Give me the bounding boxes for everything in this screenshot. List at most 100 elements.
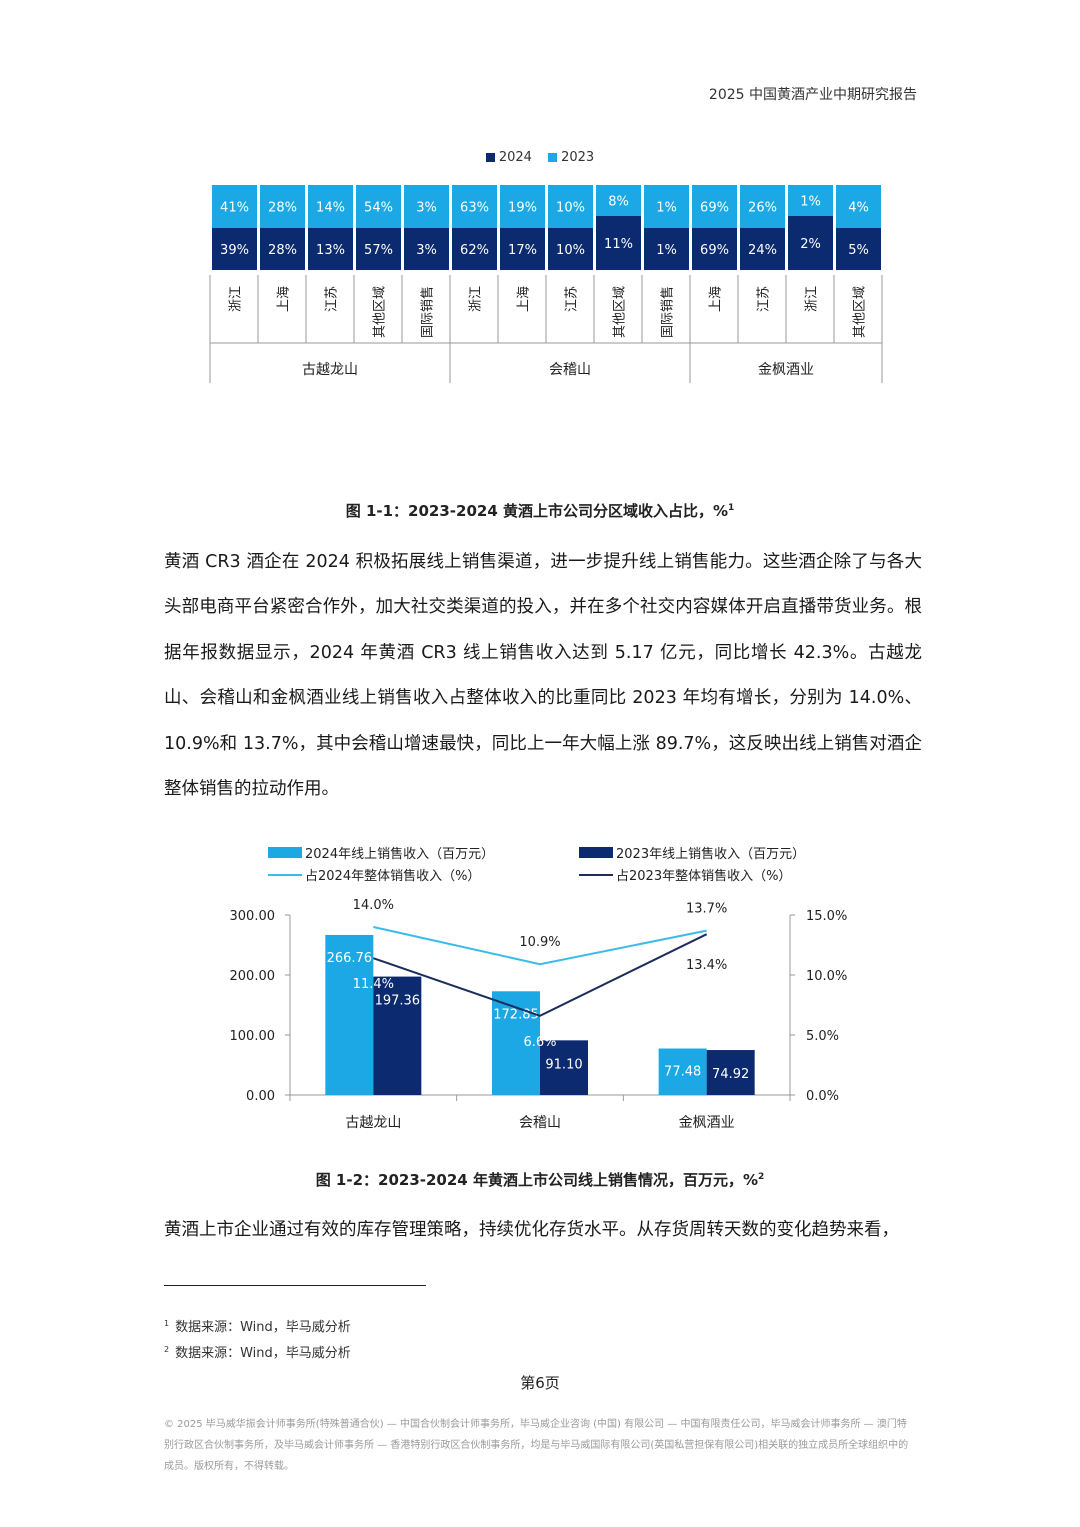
bar-2023-value-label: 91.10	[545, 1057, 582, 1072]
share-2023-label: 26%	[748, 201, 777, 216]
share-2023-label: 28%	[268, 201, 297, 216]
page-number: 第6页	[520, 1374, 560, 1392]
company-group-label: 会稽山	[549, 362, 591, 378]
bar-2024	[658, 1048, 707, 1095]
x-category-label: 会稽山	[519, 1115, 561, 1131]
legend-item-2024: 2024	[485, 150, 532, 165]
share-2024-label: 2%	[800, 237, 821, 252]
share-2024-label: 13%	[316, 243, 345, 258]
share-2023-cell	[308, 185, 353, 228]
legend-label: 占2024年整体销售收入（%）	[305, 868, 480, 884]
share-2023-cell	[788, 185, 833, 216]
footnote-1: 1 数据来源：Wind，毕马威分析	[164, 1316, 351, 1335]
report-title: 2025 中国黄酒产业中期研究报告	[708, 87, 917, 103]
share-2023-cell	[596, 185, 641, 216]
share-2024-label: 62%	[460, 243, 489, 258]
line-2024-value-label: 10.9%	[519, 935, 560, 950]
x-category-label: 古越龙山	[345, 1115, 401, 1131]
region-category-label: 浙江	[805, 286, 820, 312]
share-2023-label: 41%	[220, 201, 249, 216]
footnote-divider	[164, 1285, 426, 1286]
bar-2023-value-label: 74.92	[712, 1067, 749, 1082]
legend-swatch-2023	[548, 153, 558, 162]
region-category-label: 上海	[709, 286, 724, 312]
legend-bar-swatch	[268, 847, 302, 858]
legend-label: 占2023年整体销售收入（%）	[616, 868, 791, 884]
share-2023-label: 8%	[608, 195, 629, 210]
line-2023-value-label: 13.4%	[686, 958, 727, 973]
share-2024-cell	[212, 228, 257, 270]
legend-label: 2024年线上销售收入（百万元）	[305, 846, 494, 862]
share-2023-cell	[452, 185, 497, 228]
share-2024-label: 69%	[700, 243, 729, 258]
legend-bar-swatch	[579, 847, 613, 858]
share-2024-label: 17%	[508, 243, 537, 258]
region-category-label: 江苏	[324, 286, 340, 312]
share-2024-cell	[404, 228, 449, 270]
share-2023-label: 1%	[800, 195, 821, 210]
share-2023-label: 69%	[700, 201, 729, 216]
share-2024-cell	[500, 228, 545, 270]
legend-label: 2023年线上销售收入（百万元）	[616, 846, 805, 862]
bar-2024-value-label: 172.85	[493, 1007, 539, 1022]
fig1-legend: 2024 2023	[0, 150, 1080, 165]
legend-label-2023: 2023	[561, 150, 595, 165]
region-category-label: 其他区域	[853, 286, 868, 338]
footnote-2: 2 数据来源：Wind，毕马威分析	[164, 1342, 351, 1361]
share-2024-label: 24%	[748, 243, 777, 258]
share-2023-cell	[740, 185, 785, 228]
footnote-2-text: 数据来源：Wind，毕马威分析	[175, 1346, 351, 1361]
share-2023-cell	[356, 185, 401, 228]
figure2-caption: 图 1-2：2023-2024 年黄酒上市公司线上销售情况，百万元，%2	[0, 1169, 1080, 1190]
y-tick-label: 200.00	[230, 969, 276, 984]
share-2023-label: 54%	[364, 201, 393, 216]
share-2024-cell	[644, 228, 689, 270]
share-2024-cell	[548, 228, 593, 270]
region-category-label: 上海	[517, 286, 532, 312]
legend-swatch-2024	[485, 153, 495, 162]
share-2023-label: 10%	[556, 201, 585, 216]
share-2023-label: 1%	[656, 201, 677, 216]
regional-revenue-share-chart: 41% 39% 浙江 28% 28% 上海 14% 13% 江苏 54% 57% 其他区域 3% 3% 国际…	[209, 185, 883, 383]
y2-tick-label: 5.0%	[806, 1029, 839, 1044]
body-paragraph-1: 黄酒 CR3 酒企在 2024 积极拓展线上销售渠道，进一步提升线上销售能力。这…	[164, 552, 922, 800]
region-category-label: 浙江	[229, 286, 244, 312]
share-2024-cell	[260, 228, 305, 270]
share-2024-cell	[356, 228, 401, 270]
bar-2024	[325, 934, 374, 1095]
share-2024-label: 39%	[220, 243, 249, 258]
company-group-label: 古越龙山	[302, 362, 358, 378]
share-2023-label: 3%	[416, 201, 437, 216]
share-2023-label: 63%	[460, 201, 489, 216]
region-category-label: 国际销售	[420, 286, 436, 338]
company-group-label: 金枫酒业	[758, 362, 814, 378]
line-2023-share	[373, 933, 708, 1017]
bar-2023-value-label: 197.36	[375, 994, 421, 1009]
online-sales-chart: 2024年线上销售收入（百万元） 2023年线上销售收入（百万元） 占2024年整体…	[230, 846, 848, 1131]
share-2024-cell	[788, 216, 833, 270]
region-category-label: 其他区域	[613, 286, 628, 338]
y2-tick-label: 15.0%	[806, 909, 847, 924]
share-2024-label: 1%	[656, 243, 677, 258]
footnote-2-number: 2	[164, 1344, 170, 1354]
share-2023-cell	[260, 185, 305, 228]
figure2-caption-text: 图 1-2：2023-2024 年黄酒上市公司线上销售情况，百万元，%	[315, 1171, 759, 1189]
line-2023-value-label: 11.4%	[353, 977, 394, 992]
share-2023-cell	[836, 185, 881, 228]
y2-tick-label: 10.0%	[806, 969, 847, 984]
bar-2024-value-label: 77.48	[664, 1065, 701, 1080]
footnote-1-number: 1	[164, 1318, 170, 1328]
line-2024-value-label: 13.7%	[686, 902, 727, 917]
share-2024-cell	[452, 228, 497, 270]
line-2023-value-label: 6.6%	[523, 1035, 556, 1050]
share-2023-cell	[212, 185, 257, 228]
share-2024-cell	[308, 228, 353, 270]
footnote-1-text: 数据来源：Wind，毕马威分析	[175, 1320, 351, 1335]
legend-label-2024: 2024	[498, 150, 532, 165]
region-category-label: 江苏	[756, 286, 772, 312]
bar-2024	[492, 991, 540, 1095]
share-2023-label: 14%	[316, 201, 345, 216]
legal-disclaimer: © 2025 毕马威华振会计师事务所(特殊普通合伙) — 中国合伙制会计师事务所…	[164, 1419, 909, 1472]
bar-2024-value-label: 266.76	[327, 951, 373, 966]
share-2024-label: 3%	[416, 243, 437, 258]
